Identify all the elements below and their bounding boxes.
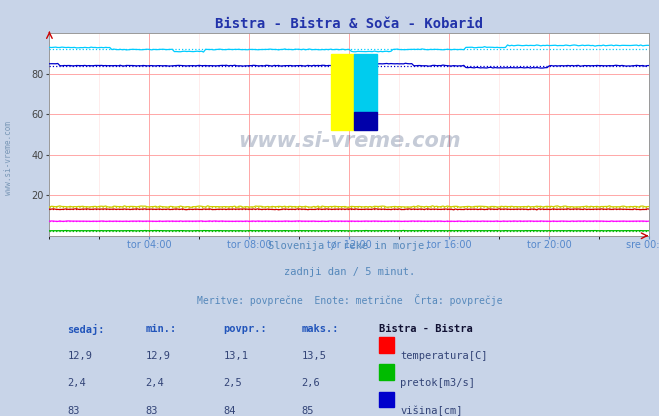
Text: višina[cm]: višina[cm] <box>400 406 463 416</box>
Text: 2,4: 2,4 <box>67 379 86 389</box>
Text: 84: 84 <box>223 406 236 416</box>
Text: 13,1: 13,1 <box>223 351 248 361</box>
Text: 85: 85 <box>301 406 314 416</box>
Text: min.:: min.: <box>146 324 177 334</box>
Text: maks.:: maks.: <box>301 324 339 334</box>
Text: 13,5: 13,5 <box>301 351 326 361</box>
Text: Meritve: povprečne  Enote: metrične  Črta: povprečje: Meritve: povprečne Enote: metrične Črta:… <box>196 294 502 306</box>
Text: povpr.:: povpr.: <box>223 324 267 334</box>
Text: pretok[m3/s]: pretok[m3/s] <box>400 379 475 389</box>
Title: Bistra - Bistra & Soča - Kobarid: Bistra - Bistra & Soča - Kobarid <box>215 17 483 31</box>
Text: 83: 83 <box>67 406 80 416</box>
Text: Slovenija / reke in morje.: Slovenija / reke in morje. <box>268 241 430 251</box>
FancyBboxPatch shape <box>354 112 377 131</box>
Text: 83: 83 <box>146 406 158 416</box>
Text: www.si-vreme.com: www.si-vreme.com <box>4 121 13 195</box>
Text: 12,9: 12,9 <box>146 351 171 361</box>
Bar <box>380 364 394 380</box>
Text: zadnji dan / 5 minut.: zadnji dan / 5 minut. <box>283 267 415 277</box>
Text: Bistra - Bistra: Bistra - Bistra <box>380 324 473 334</box>
Bar <box>380 391 394 407</box>
FancyBboxPatch shape <box>331 54 354 131</box>
Text: sedaj:: sedaj: <box>67 324 105 335</box>
Text: 2,5: 2,5 <box>223 379 242 389</box>
Text: temperatura[C]: temperatura[C] <box>400 351 488 361</box>
Text: www.si-vreme.com: www.si-vreme.com <box>238 131 461 151</box>
Text: 2,6: 2,6 <box>301 379 320 389</box>
Text: 2,4: 2,4 <box>146 379 164 389</box>
FancyBboxPatch shape <box>354 54 377 112</box>
Bar <box>380 337 394 353</box>
Text: 12,9: 12,9 <box>67 351 92 361</box>
